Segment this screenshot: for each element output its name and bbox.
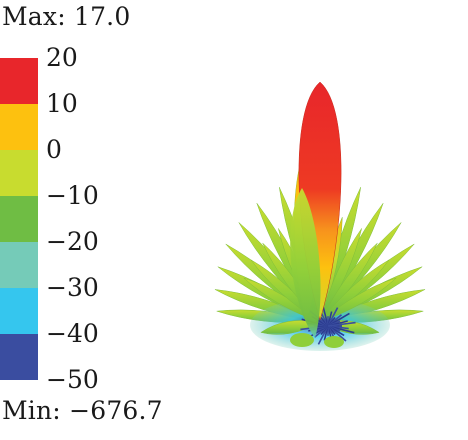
colorbar-band-20-10 bbox=[0, 58, 38, 104]
colorbar-tick-label: −20 bbox=[46, 227, 99, 256]
colorbar-band-m30-m40 bbox=[0, 288, 38, 334]
front-beam bbox=[290, 188, 321, 338]
bottom-lobe bbox=[290, 333, 314, 347]
colorbar-band-0-m10 bbox=[0, 150, 38, 196]
side-lobe bbox=[260, 320, 321, 335]
colorbar-tick-label: 0 bbox=[46, 135, 62, 164]
bottom-lobe bbox=[324, 336, 344, 348]
colorbar-tick-label: 20 bbox=[46, 43, 78, 72]
null-spike bbox=[327, 321, 356, 327]
colorbar-tick-label: −50 bbox=[46, 365, 99, 394]
colorbar-band-m20-m30 bbox=[0, 242, 38, 288]
front-side-lobe bbox=[319, 277, 397, 323]
min-value-label: Min: −676.7 bbox=[2, 396, 163, 425]
colorbar-tick-label: 10 bbox=[46, 89, 78, 118]
colorbar-tick-label: −10 bbox=[46, 181, 99, 210]
colorbar-tick-label: −30 bbox=[46, 273, 99, 302]
colorbar bbox=[0, 58, 38, 380]
colorbar-tick-label: −40 bbox=[46, 319, 99, 348]
radiation-pattern-3d bbox=[214, 81, 426, 351]
max-value-label: Max: 17.0 bbox=[2, 2, 131, 31]
colorbar-band-m40-m50 bbox=[0, 334, 38, 380]
colorbar-band-m10-m20 bbox=[0, 196, 38, 242]
colorbar-band-10-0 bbox=[0, 104, 38, 150]
main-beam bbox=[290, 81, 342, 338]
null-spike bbox=[322, 306, 329, 327]
